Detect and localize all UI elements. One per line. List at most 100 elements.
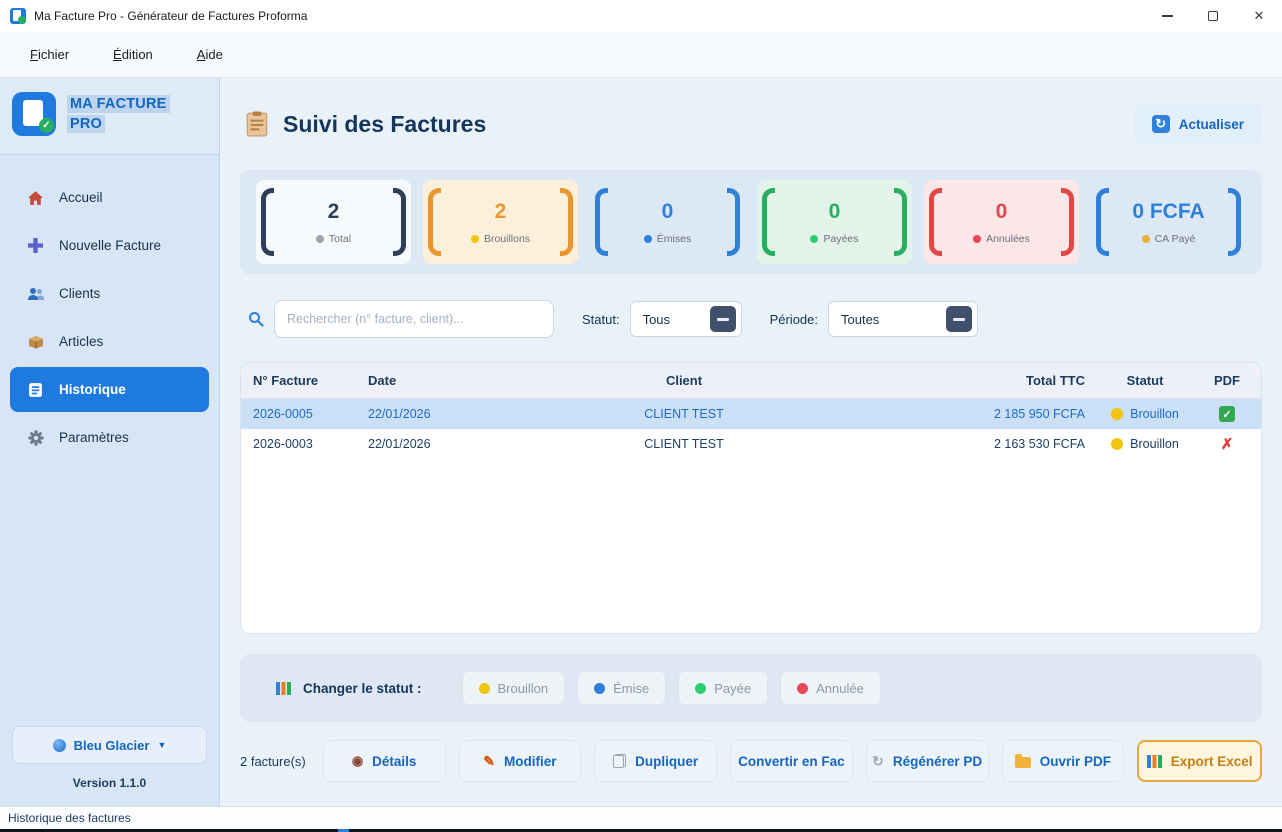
sidebar-item-parametres[interactable]: Paramètres (10, 415, 209, 460)
bracket-icon (595, 188, 608, 256)
paid-dot-icon (695, 682, 707, 694)
page-title: Suivi des Factures (283, 110, 487, 137)
nav-label: Historique (59, 382, 126, 397)
cell-total: 2 163 530 FCFA (993, 437, 1085, 451)
cell-client: CLIENT TEST (644, 437, 724, 451)
plus-icon (26, 238, 45, 253)
duplicate-button[interactable]: Dupliquer (594, 740, 717, 782)
cancelled-dot-icon (797, 682, 809, 694)
draft-status-icon (1111, 438, 1124, 450)
col-header-num: N° Facture (253, 373, 319, 388)
menu-aide[interactable]: Aide (196, 47, 223, 62)
table-row[interactable]: 2026-0005 22/01/2026 CLIENT TEST 2 185 9… (241, 399, 1261, 429)
details-button[interactable]: ◉ Détails (322, 740, 446, 782)
regenerate-icon: ↻ (872, 752, 884, 769)
minimize-button[interactable] (1144, 0, 1190, 32)
minimize-icon (1161, 15, 1173, 17)
coin-icon (1141, 234, 1150, 243)
dropdown-arrow-icon[interactable] (709, 306, 736, 332)
search-input[interactable] (274, 300, 554, 338)
app-body: ✓ MA FACTURE PRO Accueil (0, 78, 1282, 806)
stat-value: 0 FCFA (1132, 199, 1205, 223)
refresh-button[interactable]: ↻ Actualiser (1133, 104, 1262, 144)
bracket-icon (1096, 188, 1109, 256)
theme-color-icon (52, 738, 66, 752)
sidebar: ✓ MA FACTURE PRO Accueil (0, 78, 220, 806)
stat-card-ca-paye: 0 FCFA CA Payé (1091, 180, 1246, 264)
col-header-client: Client (665, 373, 703, 388)
stat-label: Annulées (986, 232, 1030, 245)
issued-dot-icon (594, 682, 606, 694)
cell-total: 2 185 950 FCFA (993, 407, 1085, 421)
window-controls: ✕ (1144, 0, 1282, 32)
export-excel-button[interactable]: Export Excel (1137, 740, 1262, 782)
stat-value: 2 (494, 199, 507, 223)
set-status-annulee-button[interactable]: Annulée (780, 671, 881, 705)
sidebar-item-historique[interactable]: Historique (10, 367, 209, 412)
open-pdf-button[interactable]: Ouvrir PDF (1001, 740, 1125, 782)
status-change-bar: Changer le statut : Brouillon Émise Payé… (240, 654, 1262, 722)
modify-button[interactable]: ✎ Modifier (458, 740, 582, 782)
version-label: Version 1.1.0 (72, 776, 147, 790)
convert-button[interactable]: Convertir en Fac (730, 740, 853, 782)
actions-bar: 2 facture(s) ◉ Détails ✎ Modifier Dupliq… (240, 740, 1262, 782)
sidebar-nav: Accueil Nouvelle Facture (0, 155, 219, 460)
sidebar-item-articles[interactable]: Articles (10, 319, 209, 364)
invoice-tracking-icon (246, 111, 268, 137)
dropdown-arrow-icon[interactable] (946, 306, 972, 332)
menu-fichier[interactable]: Fichier (30, 47, 70, 62)
stat-card-brouillons: 2 Brouillons (423, 180, 578, 264)
bracket-icon (929, 188, 942, 256)
stat-card-annulees: 0 Annulées (924, 180, 1079, 264)
theme-selector-button[interactable]: Bleu Glacier ▼ (12, 726, 207, 764)
bracket-icon (393, 188, 406, 256)
bracket-icon (428, 188, 441, 256)
maximize-button[interactable] (1190, 0, 1236, 32)
statut-dropdown[interactable]: Tous (629, 301, 742, 337)
app-icon (10, 8, 26, 24)
table-row[interactable]: 2026-0003 22/01/2026 CLIENT TEST 2 163 5… (241, 429, 1261, 459)
draft-status-icon (1111, 408, 1124, 420)
stat-value: 0 (828, 199, 841, 223)
bracket-icon (560, 188, 573, 256)
col-header-date: Date (368, 373, 397, 388)
stat-label: CA Payé (1154, 232, 1196, 245)
set-status-payee-button[interactable]: Payée (678, 671, 769, 705)
statusbar-text: Historique des factures (8, 811, 131, 825)
nav-label: Clients (59, 286, 101, 301)
set-status-emise-button[interactable]: Émise (577, 671, 667, 705)
window-bottom-edge (0, 829, 1282, 832)
sidebar-item-nouvelle-facture[interactable]: Nouvelle Facture (10, 223, 209, 268)
stats-row: 2 Total 2 Brouillons (240, 170, 1262, 274)
close-button[interactable]: ✕ (1253, 8, 1265, 23)
bar-chart-icon (276, 681, 291, 695)
cell-num: 2026-0005 (253, 407, 313, 421)
cell-statut: Brouillon (1130, 407, 1179, 421)
titlebar: Ma Facture Pro - Générateur de Factures … (0, 0, 1282, 32)
bracket-icon (727, 188, 740, 256)
nav-label: Articles (59, 334, 104, 349)
col-header-pdf: PDF (1214, 373, 1240, 388)
nav-label: Paramètres (59, 430, 129, 445)
col-header-total: Total TTC (1026, 373, 1085, 388)
draft-dot-icon (478, 682, 490, 694)
sidebar-item-accueil[interactable]: Accueil (10, 175, 209, 220)
logo-section: ✓ MA FACTURE PRO (0, 78, 219, 155)
taskbar-hint (338, 829, 349, 832)
menu-edition[interactable]: Édition (113, 47, 153, 62)
eye-icon: ◉ (351, 753, 364, 768)
cancelled-dot-icon (973, 234, 982, 243)
col-header-statut: Statut (1126, 373, 1164, 388)
pdf-available-icon: ✓ (1219, 406, 1235, 422)
cell-num: 2026-0003 (253, 437, 313, 451)
periode-dropdown[interactable]: Toutes (828, 301, 978, 337)
statusbar: Historique des factures (0, 806, 1282, 829)
cell-date: 22/01/2026 (368, 407, 431, 421)
invoice-count-label: 2 facture(s) (240, 753, 306, 769)
bracket-icon (261, 188, 274, 256)
regenerate-pdf-button[interactable]: ↻ Régénérer PD (865, 740, 989, 782)
set-status-brouillon-button[interactable]: Brouillon (461, 671, 566, 705)
bracket-icon (1228, 188, 1241, 256)
sidebar-item-clients[interactable]: Clients (10, 271, 209, 316)
table-header-row: N° Facture Date Client Total TTC Statut … (241, 363, 1261, 399)
